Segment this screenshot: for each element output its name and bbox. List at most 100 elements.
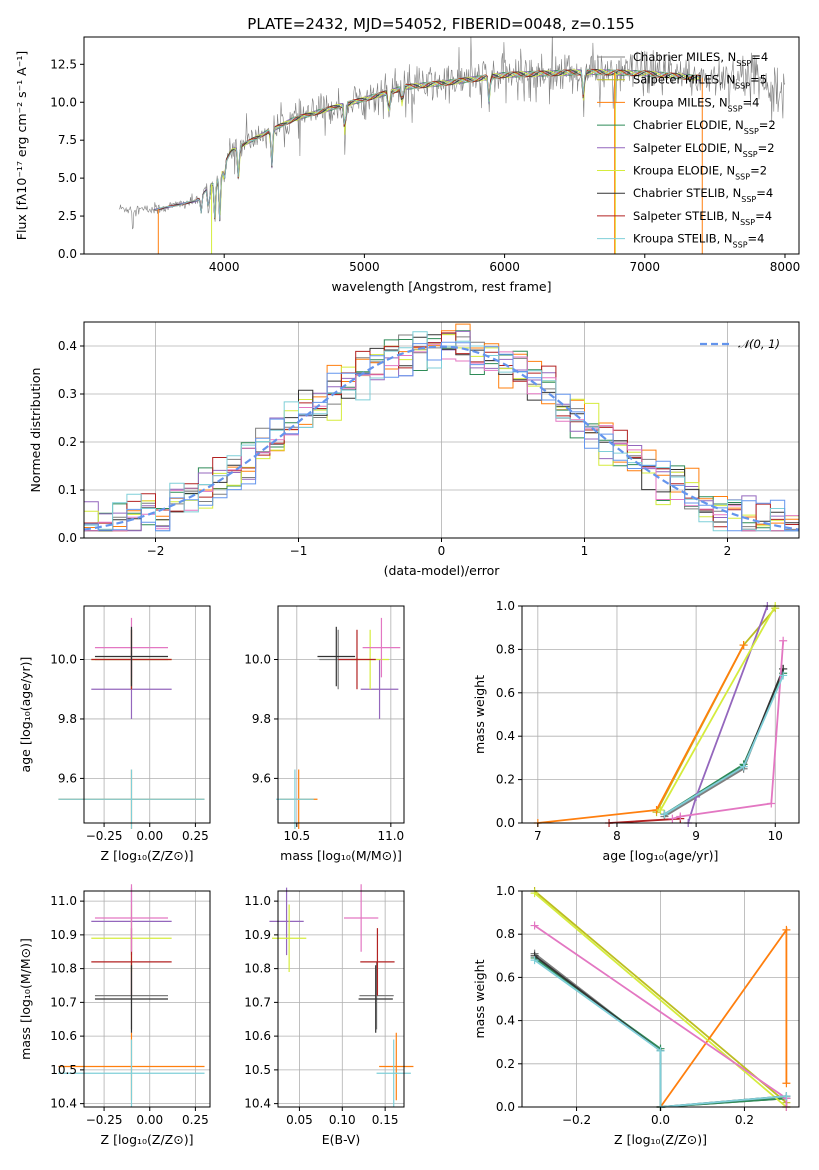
y-tick-label: 1.0 xyxy=(496,599,515,613)
weight-line xyxy=(672,640,785,820)
panel-mass_vs_EBV: 0.05 0.10 0.15 10.4 10.5 10.6 10.7 10.8 10.9 11.0… xyxy=(244,884,414,1147)
weight-marker xyxy=(782,925,791,934)
legend-label: Kroupa MILES, NSSP=4 xyxy=(633,95,759,113)
panel-weight_vs_age: 7 8 9 10 0.0 0.2 0.4 0.6 0.8 1.0 age [log₁₀(age/yr… xyxy=(472,599,800,863)
legend-label: Salpeter STELIB, NSSP=4 xyxy=(633,209,772,227)
x-tick-label: 8 xyxy=(613,829,621,843)
weight-line xyxy=(664,668,785,818)
y-axis-label: mass [log₁₀(M/M⊙)] xyxy=(18,938,33,1060)
axes-age_vs_Z: −0.25 0.00 0.25 9.6 9.8 10.0 Z [log₁₀(Z/Z⊙)] ag… xyxy=(18,605,211,863)
weight-marker xyxy=(530,956,539,965)
y-tick-label: 10.4 xyxy=(50,1097,77,1111)
y-tick-label: 0.4 xyxy=(496,729,515,743)
y-tick-label: 0.6 xyxy=(496,686,515,700)
y-tick-label: 0.0 xyxy=(58,531,77,545)
x-axis-label: Z [log₁₀(Z/Z⊙)] xyxy=(614,1132,707,1147)
y-tick-label: 10.8 xyxy=(244,962,271,976)
weight-marker xyxy=(782,1092,791,1101)
x-tick-label: 0.10 xyxy=(329,1113,356,1127)
y-tick-label: 12.5 xyxy=(50,57,77,71)
weight-line xyxy=(687,605,769,824)
legend-label: Salpeter ELODIE, NSSP=2 xyxy=(633,141,775,159)
y-tick-label: 0.4 xyxy=(58,339,77,353)
axes-frame xyxy=(277,605,405,824)
axes-frame xyxy=(277,890,405,1108)
panel-age_vs_Z: −0.25 0.00 0.25 9.6 9.8 10.0 Z [log₁₀(Z/Z⊙)] ag… xyxy=(18,605,211,863)
plot-area-mass_vs_EBV xyxy=(269,884,414,1107)
legend-label: 𝒩(0, 1) xyxy=(738,337,780,351)
y-tick-label: 9.8 xyxy=(58,712,77,726)
legend-label: Kroupa ELODIE, NSSP=2 xyxy=(633,164,767,182)
panel-mass_vs_Z: −0.25 0.00 0.25 10.4 10.5 10.6 10.7 10.8 10.9 11.… xyxy=(18,884,211,1147)
weight-line xyxy=(534,892,787,1108)
axes-weight_vs_age: 7 8 9 10 0.0 0.2 0.4 0.6 0.8 1.0 age [log₁₀(age/yr… xyxy=(472,599,800,863)
legend-label: Kroupa STELIB, NSSP=4 xyxy=(633,232,764,250)
x-tick-label: 1 xyxy=(581,544,589,558)
axes-weight_vs_Z: −0.2 0.0 0.2 0.0 0.2 0.4 0.6 0.8 1.0 Z [log₁₀(Z/Z… xyxy=(472,884,800,1147)
y-tick-label: 0.0 xyxy=(58,247,77,261)
weight-line xyxy=(664,668,785,816)
panel-spectrum: 4000 5000 6000 7000 8000 0.0 2.5 5.0 7.5 10.0 12.5… xyxy=(14,36,801,294)
y-tick-label: 10.0 xyxy=(50,653,77,667)
weight-line xyxy=(609,817,681,824)
plot-area-mass_vs_Z xyxy=(58,884,205,1107)
plot-area-residuals xyxy=(83,323,800,532)
x-axis-label: mass [log₁₀(M/M⊙)] xyxy=(280,848,402,863)
residual-histogram xyxy=(84,341,799,532)
x-tick-label: 7 xyxy=(534,829,542,843)
axes-age_vs_mass: 10.5 11.0 9.6 9.8 10.0 mass [log₁₀(M/M⊙)] xyxy=(244,605,405,863)
weight-marker xyxy=(656,1046,665,1055)
y-tick-label: 7.5 xyxy=(58,133,77,147)
x-tick-label: 8000 xyxy=(770,260,801,274)
panel-residuals: −2 −1 0 1 2 0.0 0.1 0.2 0.3 0.4 (data-model)/error… xyxy=(28,321,800,578)
spectrum-legend: Chabrier MILES, NSSP=4 Salpeter MILES, NS… xyxy=(597,50,776,249)
y-tick-label: 0.8 xyxy=(496,642,515,656)
weight-line xyxy=(659,927,788,1108)
x-tick-label: 0.2 xyxy=(735,1113,754,1127)
y-tick-label: 10.4 xyxy=(244,1097,271,1111)
x-axis-label: E(B-V) xyxy=(322,1132,361,1147)
weight-marker xyxy=(530,889,539,898)
x-tick-label: 0.15 xyxy=(372,1113,399,1127)
y-tick-label: 10.7 xyxy=(244,995,271,1009)
weight-marker xyxy=(779,671,788,680)
y-tick-label: 10.9 xyxy=(50,928,77,942)
panel-age_vs_mass: 10.5 11.0 9.6 9.8 10.0 mass [log₁₀(M/M⊙)] xyxy=(244,605,405,863)
axes-frame xyxy=(83,605,211,824)
plot-area-age_vs_Z xyxy=(58,617,205,829)
y-tick-label: 10.8 xyxy=(50,962,77,976)
x-tick-label: 9 xyxy=(692,829,700,843)
spectrum-model-line xyxy=(154,68,701,221)
y-tick-label: 10.0 xyxy=(244,653,271,667)
y-axis-label: Normed distribution xyxy=(28,368,43,493)
weight-marker xyxy=(660,810,669,819)
x-tick-label: 0.25 xyxy=(182,829,209,843)
x-tick-label: 4000 xyxy=(209,260,240,274)
weight-marker xyxy=(668,814,677,823)
axes-residuals: −2 −1 0 1 2 0.0 0.1 0.2 0.3 0.4 (data-model)/error… xyxy=(28,321,800,578)
x-axis-label: Z [log₁₀(Z/Z⊙)] xyxy=(101,848,194,863)
x-tick-label: 5000 xyxy=(349,260,380,274)
axes-spectrum: 4000 5000 6000 7000 8000 0.0 2.5 5.0 7.5 10.0 12.5… xyxy=(14,36,801,294)
panel-weight_vs_Z: −0.2 0.0 0.2 0.0 0.2 0.4 0.6 0.8 1.0 Z [log₁₀(Z/Z… xyxy=(472,884,800,1147)
y-axis-label: mass weight xyxy=(472,959,487,1038)
y-tick-label: 0.3 xyxy=(58,387,77,401)
legend-label: Chabrier MILES, NSSP=4 xyxy=(633,50,768,68)
y-tick-label: 0.8 xyxy=(496,927,515,941)
y-tick-label: 0.0 xyxy=(496,1100,515,1114)
x-tick-label: −2 xyxy=(147,544,165,558)
x-tick-label: 6000 xyxy=(489,260,520,274)
y-tick-label: 9.8 xyxy=(252,712,271,726)
weight-line xyxy=(659,605,777,811)
weight-marker xyxy=(676,812,685,821)
axes-mass_vs_EBV: 0.05 0.10 0.15 10.4 10.5 10.6 10.7 10.8 10.9 11.0… xyxy=(244,890,405,1147)
weight-marker xyxy=(739,641,748,650)
y-tick-label: 0.6 xyxy=(496,970,515,984)
x-tick-label: 2 xyxy=(724,544,732,558)
y-tick-label: 10.7 xyxy=(50,995,77,1009)
x-tick-label: −0.2 xyxy=(562,1113,591,1127)
x-axis-label: (data-model)/error xyxy=(384,563,501,578)
spectrum-model-line xyxy=(209,69,700,219)
y-axis-label: age [log₁₀(age/yr)] xyxy=(18,657,33,773)
